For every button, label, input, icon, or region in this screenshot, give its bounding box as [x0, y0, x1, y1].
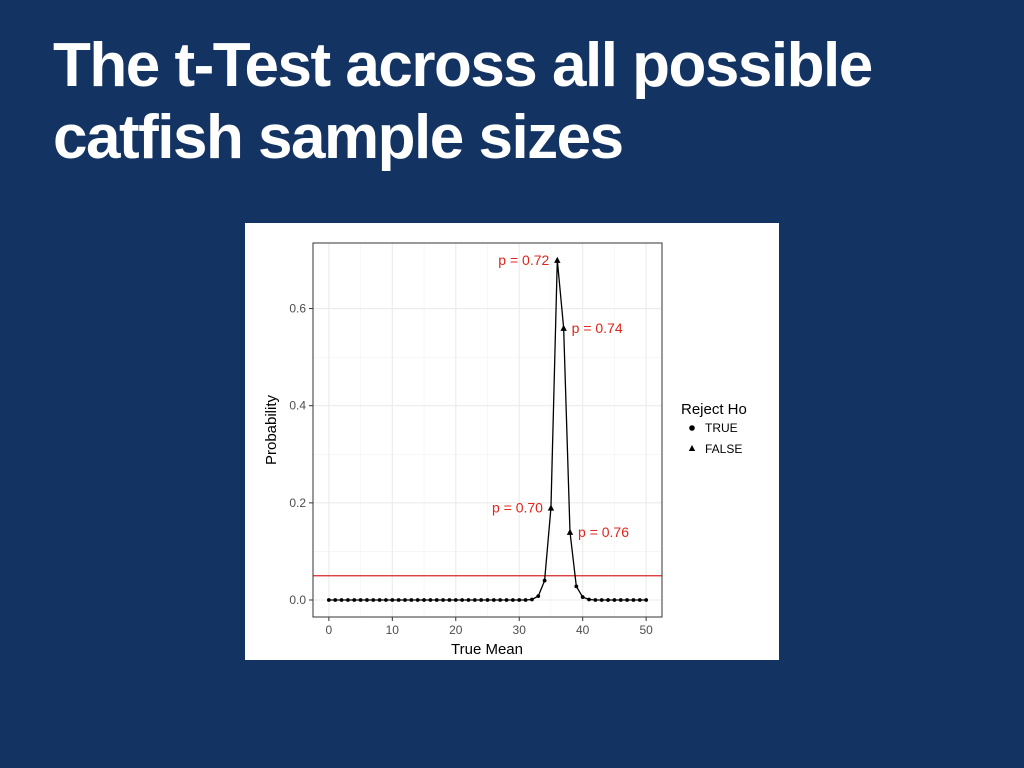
data-point-true-circle: [504, 598, 509, 602]
p-value-annotation: p = 0.70: [492, 500, 543, 516]
x-tick-label: 30: [513, 623, 527, 637]
x-tick-label: 0: [326, 623, 333, 637]
data-point-true-circle: [491, 598, 496, 602]
slide-title: The t-Test across all possible catfish s…: [53, 31, 873, 172]
y-tick-label: 0.0: [289, 593, 306, 607]
y-tick-label: 0.6: [289, 302, 306, 316]
plot-panel-border: [312, 242, 663, 618]
x-tick-label: 50: [639, 623, 653, 637]
data-point-true-circle: [441, 598, 445, 602]
data-point-true-circle: [606, 598, 610, 602]
legend: Reject Ho TRUE FALSE: [681, 401, 747, 456]
legend-label-true: TRUE: [705, 421, 738, 435]
data-point-true-circle: [466, 598, 471, 602]
data-point-false-triangle: [566, 528, 574, 535]
data-point-true-circle: [637, 598, 642, 602]
x-tick-label: 40: [576, 623, 590, 637]
data-point-true-circle: [587, 597, 591, 602]
data-point-true-circle: [574, 584, 579, 589]
series-layer: [326, 256, 649, 602]
data-point-true-circle: [472, 598, 477, 602]
data-point-true-circle: [530, 597, 534, 602]
data-point-true-circle: [523, 598, 528, 602]
x-tick-label: 20: [449, 623, 463, 637]
data-point-true-circle: [542, 578, 547, 583]
data-point-true-circle: [612, 598, 617, 602]
annotation-layer: p = 0.72 p = 0.74 p = 0.70 p = 0.76: [492, 252, 629, 540]
legend-marker-false-triangle: [688, 445, 696, 451]
data-point-true-circle: [365, 598, 369, 602]
data-point-true-circle: [339, 598, 344, 602]
data-point-true-circle: [346, 598, 350, 602]
data-point-true-circle: [625, 598, 629, 602]
p-value-annotation: p = 0.76: [578, 524, 629, 540]
data-point-true-circle: [403, 598, 407, 602]
data-point-true-circle: [580, 595, 585, 599]
data-point-true-circle: [377, 598, 382, 602]
y-tick-label: 0.2: [289, 496, 306, 510]
data-point-true-circle: [517, 598, 522, 602]
data-point-true-circle: [618, 598, 623, 602]
data-point-true-circle: [428, 598, 433, 602]
data-point-true-circle: [396, 598, 401, 602]
data-point-true-circle: [384, 598, 388, 602]
legend-label-false: FALSE: [705, 442, 742, 456]
data-point-false-triangle: [554, 256, 561, 263]
p-value-annotation: p = 0.72: [498, 252, 549, 268]
x-axis-title: True Mean: [451, 641, 523, 658]
data-point-false-triangle: [547, 504, 555, 511]
legend-title: Reject Ho: [681, 401, 747, 418]
data-point-true-circle: [599, 598, 604, 602]
data-point-true-circle: [631, 598, 636, 602]
data-point-true-circle: [447, 598, 452, 602]
data-point-true-circle: [422, 598, 426, 602]
data-point-true-circle: [352, 598, 357, 602]
data-point-false-triangle: [560, 324, 567, 331]
data-point-true-circle: [498, 598, 503, 602]
data-point-true-circle: [409, 598, 414, 602]
data-point-true-circle: [358, 598, 363, 602]
data-point-true-circle: [510, 598, 515, 602]
legend-marker-true-circle: [689, 425, 695, 431]
data-point-true-circle: [536, 594, 541, 599]
data-point-true-circle: [460, 598, 465, 602]
data-point-true-circle: [434, 598, 439, 602]
x-tick-label: 10: [386, 623, 400, 637]
y-tick-label: 0.4: [289, 399, 306, 413]
data-point-true-circle: [644, 598, 649, 602]
y-axis-title: Probability: [263, 394, 280, 465]
data-point-true-circle: [333, 598, 338, 602]
data-point-true-circle: [390, 598, 395, 602]
data-point-true-circle: [453, 598, 458, 602]
axis-layer: 0 10 20 30 40 50 0.0 0.2 0.4 0.6: [289, 302, 653, 637]
data-point-true-circle: [371, 598, 376, 602]
data-point-true-circle: [485, 598, 490, 602]
chart-card: p = 0.72 p = 0.74 p = 0.70 p = 0.76 0 10 20 30…: [245, 223, 779, 660]
data-point-true-circle: [326, 598, 331, 602]
chart-svg: p = 0.72 p = 0.74 p = 0.70 p = 0.76 0 10 20 30…: [263, 242, 747, 658]
data-point-true-circle: [415, 598, 420, 602]
data-point-true-circle: [593, 598, 598, 602]
data-point-true-circle: [479, 598, 484, 602]
p-value-annotation: p = 0.74: [572, 320, 623, 336]
